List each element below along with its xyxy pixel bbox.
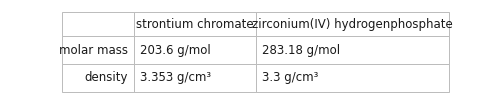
Text: 3.353 g/cm³: 3.353 g/cm³ [140, 71, 211, 84]
Text: 203.6 g/mol: 203.6 g/mol [140, 44, 211, 57]
Bar [134, 64, 255, 92]
Text: 283.18 g/mol: 283.18 g/mol [261, 44, 340, 57]
Bar [134, 12, 255, 36]
Text: strontium chromate: strontium chromate [136, 18, 253, 31]
Text: density: density [85, 71, 128, 84]
Text: 3.3 g/cm³: 3.3 g/cm³ [261, 71, 318, 84]
Bar [62, 64, 134, 92]
Bar [134, 36, 255, 64]
Bar [255, 36, 449, 64]
Bar [62, 12, 134, 36]
Text: molar mass: molar mass [59, 44, 128, 57]
Bar [255, 12, 449, 36]
Bar [62, 36, 134, 64]
Bar [255, 64, 449, 92]
Text: zirconium(IV) hydrogenphosphate: zirconium(IV) hydrogenphosphate [252, 18, 453, 31]
